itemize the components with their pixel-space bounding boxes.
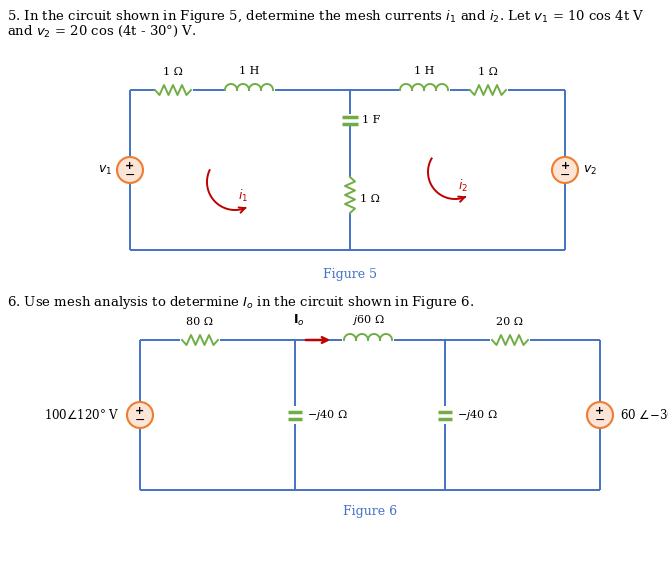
Text: 1 Ω: 1 Ω xyxy=(478,67,498,77)
Text: −: − xyxy=(135,414,145,427)
Text: Figure 6: Figure 6 xyxy=(343,505,397,518)
Text: 1 F: 1 F xyxy=(362,115,380,125)
Text: $i_1$: $i_1$ xyxy=(238,188,248,204)
Text: Figure 5: Figure 5 xyxy=(323,268,377,281)
Circle shape xyxy=(117,157,143,183)
Text: and $v_2$ = 20 cos (4t - 30°) V.: and $v_2$ = 20 cos (4t - 30°) V. xyxy=(7,24,196,39)
Text: $i_2$: $i_2$ xyxy=(458,178,468,193)
Text: +: + xyxy=(595,406,605,416)
Text: 1 Ω: 1 Ω xyxy=(163,67,183,77)
Text: −: − xyxy=(595,414,605,427)
Text: +: + xyxy=(126,161,135,171)
Text: 1 Ω: 1 Ω xyxy=(360,194,380,204)
Text: $j$60 Ω: $j$60 Ω xyxy=(352,313,384,327)
Text: 100$\angle$120° V: 100$\angle$120° V xyxy=(44,408,120,422)
Text: $v_2$: $v_2$ xyxy=(583,163,597,176)
Circle shape xyxy=(587,402,613,428)
Text: 20 Ω: 20 Ω xyxy=(496,317,524,327)
Text: 1 H: 1 H xyxy=(413,66,434,76)
Text: 1 H: 1 H xyxy=(239,66,259,76)
Circle shape xyxy=(552,157,578,183)
Text: $-j$40 Ω: $-j$40 Ω xyxy=(307,408,347,422)
Text: $-j$40 Ω: $-j$40 Ω xyxy=(457,408,498,422)
Text: 60 $\angle$−30° V: 60 $\angle$−30° V xyxy=(620,408,668,422)
Text: +: + xyxy=(560,161,570,171)
Text: 5. In the circuit shown in Figure 5, determine the mesh currents $i_1$ and $i_2$: 5. In the circuit shown in Figure 5, det… xyxy=(7,8,645,25)
Text: +: + xyxy=(136,406,145,416)
Text: 80 Ω: 80 Ω xyxy=(186,317,214,327)
Text: $v_1$: $v_1$ xyxy=(98,163,112,176)
Text: $\mathbf{I}_o$: $\mathbf{I}_o$ xyxy=(293,313,305,328)
Text: −: − xyxy=(560,169,570,182)
Text: −: − xyxy=(125,169,135,182)
Text: 6. Use mesh analysis to determine $I_o$ in the circuit shown in Figure 6.: 6. Use mesh analysis to determine $I_o$ … xyxy=(7,294,474,311)
Circle shape xyxy=(127,402,153,428)
